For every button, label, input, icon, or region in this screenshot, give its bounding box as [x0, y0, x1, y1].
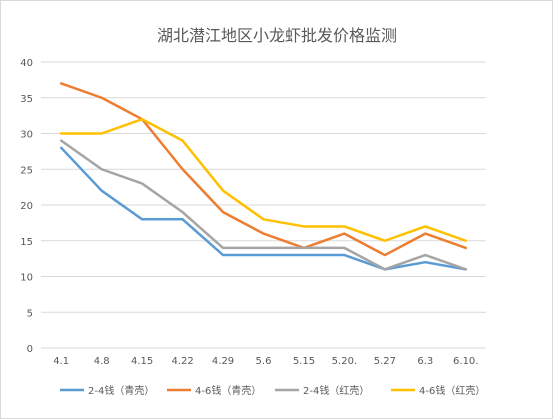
x-tick-label: 4.8	[94, 356, 110, 367]
x-tick-label: 5.20.	[332, 356, 357, 367]
legend: 2-4钱（青壳） 4-6钱（青壳） 2-4钱（红壳） 4-6钱（红壳）	[60, 384, 485, 397]
x-tick-label: 4.15	[131, 356, 153, 367]
x-axis-ticks: 4.1 4.8 4.15 4.22 4.29 5.6 5.15 5.20. 5.27 6.3 6.1…	[53, 356, 478, 367]
y-tick-label: 30	[20, 130, 33, 141]
y-tick-label: 25	[20, 165, 33, 176]
grid	[41, 61, 486, 349]
y-tick-label: 35	[20, 94, 33, 105]
y-tick-label: 20	[20, 201, 33, 212]
x-tick-label: 4.22	[171, 356, 193, 367]
y-tick-label: 0	[27, 344, 33, 355]
x-tick-label: 5.27	[374, 356, 396, 367]
legend-label: 4-6钱（青壳）	[195, 384, 261, 397]
y-tick-label: 5	[27, 308, 33, 319]
legend-label: 2-4钱（红壳）	[303, 384, 369, 397]
x-tick-label: 5.6	[256, 356, 272, 367]
legend-label: 4-6钱（红壳）	[419, 384, 485, 397]
x-tick-label: 4.29	[212, 356, 234, 367]
chart-title: 湖北潜江地区小龙虾批发价格监测	[157, 26, 397, 45]
series-line-3	[59, 117, 468, 242]
x-tick-label: 6.3	[417, 356, 433, 367]
x-tick-label: 5.15	[293, 356, 315, 367]
x-tick-label: 4.1	[53, 356, 69, 367]
y-axis-ticks: 0 5 10 15 20 25 30 35 40	[20, 58, 33, 355]
x-tick-label: 6.10.	[453, 356, 478, 367]
y-tick-label: 15	[20, 237, 33, 248]
y-tick-label: 10	[20, 273, 33, 284]
legend-label: 2-4钱（青壳）	[88, 384, 154, 397]
y-tick-label: 40	[20, 58, 33, 69]
series-lines	[59, 82, 468, 271]
series-line-0	[59, 146, 468, 271]
